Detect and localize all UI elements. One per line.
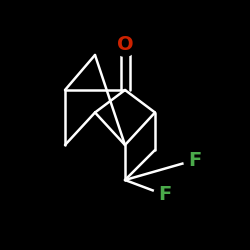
Circle shape: [154, 184, 176, 206]
Text: F: F: [158, 186, 172, 204]
Circle shape: [184, 149, 206, 171]
Circle shape: [114, 34, 136, 56]
Text: O: O: [117, 36, 133, 54]
Text: F: F: [188, 150, 202, 170]
